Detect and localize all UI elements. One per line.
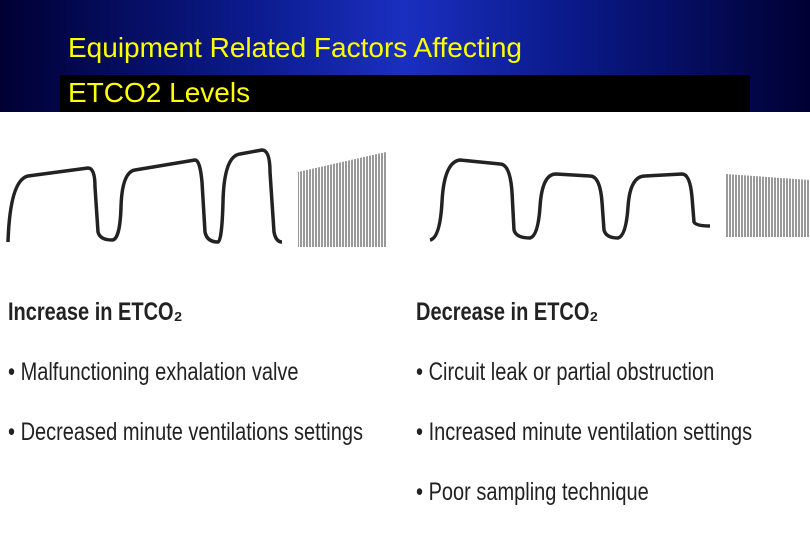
- bullet: Circuit leak or partial obstruction: [416, 358, 752, 398]
- trend-stripes: [726, 174, 810, 237]
- trend-stripes: [298, 152, 386, 247]
- title-line: Equipment Related Factors Affecting: [68, 32, 522, 63]
- bullet: Poor sampling technique: [416, 478, 752, 518]
- waveform: [6, 148, 283, 244]
- column: Decrease in ETCO₂ Circuit leak or partia…: [416, 298, 810, 518]
- column-heading: Decrease in ETCO₂: [416, 298, 599, 326]
- waveform: [429, 158, 711, 242]
- column: Increase in ETCO₂ Malfunctioning exhalat…: [8, 298, 452, 458]
- title-line: ETCO2 Levels: [68, 77, 251, 108]
- bullet: Increased minute ventilation settings: [416, 418, 753, 458]
- title-band: [60, 75, 750, 112]
- capnogram-figures: [6, 148, 810, 247]
- column-heading: Increase in ETCO₂: [8, 298, 183, 326]
- header: Equipment Related Factors Affecting ETCO…: [0, 0, 810, 112]
- bullet: Decreased minute ventilations settings: [8, 418, 363, 458]
- bullet: Malfunctioning exhalation valve: [8, 358, 363, 398]
